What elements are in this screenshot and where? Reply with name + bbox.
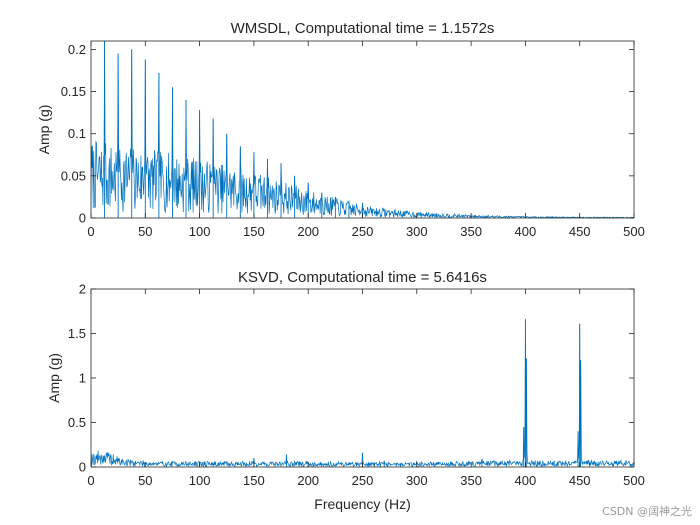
x-tick-label: 300: [406, 473, 428, 488]
x-tick-label: 200: [297, 473, 319, 488]
x-tick-label: 50: [138, 224, 152, 239]
x-tick-label: 400: [515, 473, 537, 488]
spectrum-series: [91, 41, 634, 218]
x-tick-label: 0: [87, 473, 94, 488]
x-tick-label: 0: [87, 224, 94, 239]
y-tick-label: 0: [79, 211, 86, 226]
subplot-ksvd: 0 50 100 150 200 250 300 350 400 450 50000.511.52 …: [46, 269, 645, 512]
x-tick-label: 450: [569, 224, 591, 239]
y-tick-label: 1.5: [68, 326, 86, 341]
x-tick-label: 50: [138, 473, 152, 488]
tick-group: 0 50 100 150 200 250 300 350 400 450 500 0 0.5 1 1.5 2: [68, 282, 645, 489]
x-tick-label: 350: [460, 224, 482, 239]
chart-title: WMSDL, Computational time = 1.1572s: [231, 20, 495, 37]
x-tick-label: 500: [623, 473, 645, 488]
x-tick-label: 400: [515, 224, 537, 239]
y-axis-label: Amp (g): [46, 353, 62, 403]
x-tick-label: 200: [297, 224, 319, 239]
x-tick-label: 450: [569, 473, 591, 488]
y-tick-label: 1: [79, 371, 86, 386]
tick-group: 0 50 100 150 200 250 300 350 400 450 500 0 0.05 0.1 0.…: [61, 41, 645, 239]
y-tick-label: 0.1: [68, 126, 86, 141]
y-tick-label: 0.2: [68, 42, 86, 57]
x-axis-label: Frequency (Hz): [314, 496, 410, 512]
x-tick-label: 150: [243, 224, 265, 239]
x-tick-label: 100: [189, 473, 211, 488]
x-tick-label: 100: [189, 224, 211, 239]
subplot-wmsdl: 0 50 100 150 200 250 300 350 400 450 500 0 0.05 0.1 0.…: [36, 20, 645, 239]
x-tick-label: 250: [352, 224, 374, 239]
x-tick-label: 150: [243, 473, 265, 488]
x-tick-label: 250: [352, 473, 374, 488]
chart-title: KSVD, Computational time = 5.6416s: [238, 269, 487, 286]
plot-area: [91, 289, 634, 467]
y-tick-label: 0.5: [68, 415, 86, 430]
y-tick-label: 0: [79, 460, 86, 475]
x-tick-label: 300: [406, 224, 428, 239]
y-tick-label: 2: [79, 282, 86, 297]
watermark: CSDN @阔神之光: [602, 505, 692, 518]
y-tick-label: 0.05: [61, 168, 86, 183]
x-tick-label: 500: [623, 224, 645, 239]
y-tick-label: 0.15: [61, 84, 86, 99]
spectrum-series: [91, 319, 634, 467]
y-axis-label: Amp (g): [36, 105, 52, 155]
x-tick-label: 350: [460, 473, 482, 488]
